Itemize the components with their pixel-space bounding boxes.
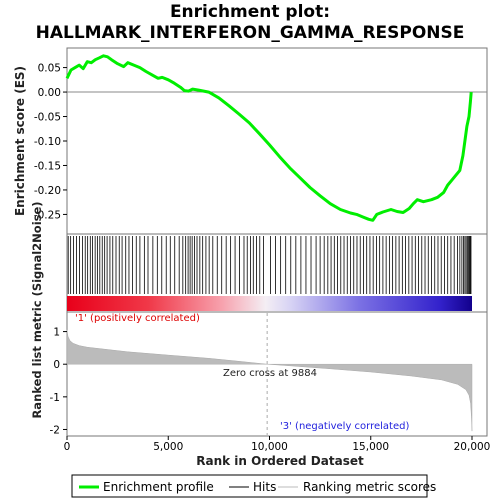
x-tick-label: 20,000 xyxy=(454,441,491,453)
x-tick-label: 10,000 xyxy=(251,441,288,453)
legend-enrichment-label: Enrichment profile xyxy=(103,480,214,494)
es-y-tick-label: 0.00 xyxy=(38,87,61,99)
rank-y-tick-label: 1 xyxy=(53,327,60,339)
x-tick-label: 15,000 xyxy=(352,441,389,453)
rank-y-tick-label: -2 xyxy=(50,424,60,436)
rank-y-tick-label: -1 xyxy=(50,392,60,404)
legend-box xyxy=(71,474,428,498)
zero-cross-label: Zero cross at 9884 xyxy=(223,368,317,379)
es-y-tick-label: -0.05 xyxy=(34,112,61,124)
rank-panel: 1 0 -1 -2 '1' (positively correlated) '3' (… xyxy=(30,201,488,437)
ranking-metric-area xyxy=(66,329,473,432)
x-axis: 0 5,000 10,000 15,000 20,000 xyxy=(64,436,491,453)
legend-hits-label: Hits xyxy=(253,480,276,494)
legend-ranking-label: Ranking metric scores xyxy=(303,480,436,494)
positive-correlation-label: '1' (positively correlated) xyxy=(75,313,200,324)
enrichment-profile-line xyxy=(65,54,473,222)
x-tick-label: 0 xyxy=(64,441,71,453)
chart-title-line1: Enrichment plot: xyxy=(170,2,330,22)
rank-y-ticks: 1 0 -1 -2 xyxy=(50,327,67,436)
es-y-ticks: 0.05 0.00 -0.05 -0.10 -0.15 -0.20 -0.25 xyxy=(34,63,67,221)
x-axis-label: Rank in Ordered Dataset xyxy=(196,454,364,468)
es-y-tick-label: -0.15 xyxy=(34,160,61,172)
hits-panel xyxy=(66,233,488,313)
rank-y-tick-label: 0 xyxy=(53,359,60,371)
es-plot-frame xyxy=(66,47,488,235)
negative-correlation-label: '3' (negatively correlated) xyxy=(280,421,409,432)
es-y-tick-label: -0.10 xyxy=(34,136,61,148)
rank-heatmap-bar xyxy=(67,296,472,311)
es-panel: 0.05 0.00 -0.05 -0.10 -0.15 -0.20 -0.25 Enrich… xyxy=(13,47,488,235)
es-y-tick-label: -0.20 xyxy=(34,185,61,197)
hit-lines xyxy=(67,236,472,294)
rank-y-axis-label: Ranked list metric (Signal2Noise) xyxy=(30,201,44,418)
es-y-axis-label: Enrichment score (ES) xyxy=(13,66,27,216)
chart-title-line2: HALLMARK_INTERFERON_GAMMA_RESPONSE xyxy=(36,23,465,43)
x-tick-label: 5,000 xyxy=(153,441,183,453)
es-y-tick-label: -0.25 xyxy=(34,209,61,221)
legend: Enrichment profile Hits Ranking metric s… xyxy=(71,474,436,498)
es-y-tick-label: 0.05 xyxy=(38,63,61,75)
